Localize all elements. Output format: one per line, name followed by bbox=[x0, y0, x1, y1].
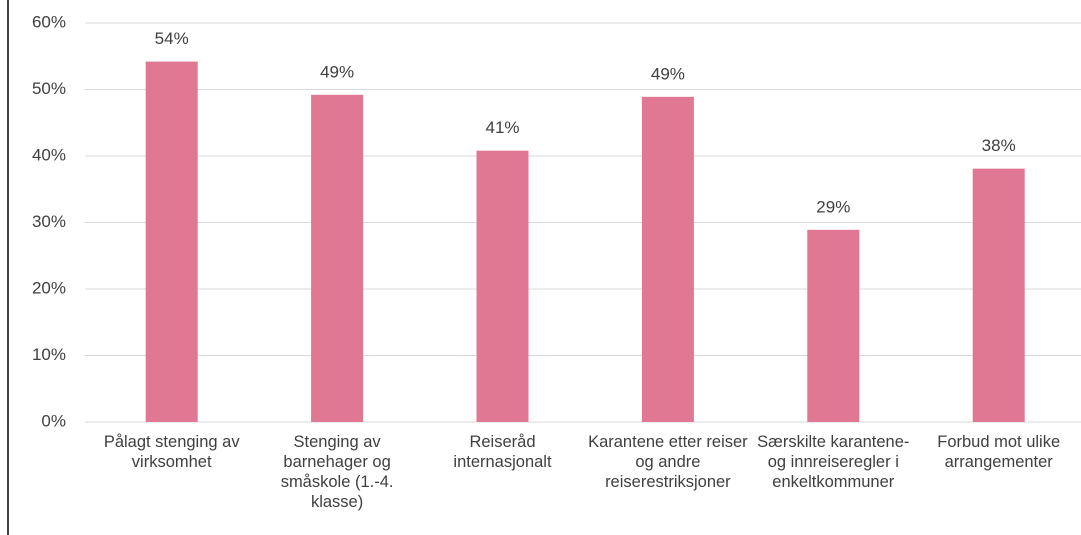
x-tick-label: Særskilte karantene- og innreiseregler i… bbox=[757, 433, 910, 491]
data-label: 38% bbox=[982, 136, 1016, 155]
data-label: 49% bbox=[651, 64, 685, 83]
bar bbox=[641, 96, 694, 422]
x-tick-label: Reiseråd internasjonalt bbox=[453, 433, 552, 471]
x-tick-label: Karantene etter reiser og andre reiseres… bbox=[588, 433, 748, 491]
data-label: 49% bbox=[320, 62, 354, 81]
y-tick-label: 40% bbox=[32, 145, 66, 164]
y-tick-label: 10% bbox=[32, 345, 66, 364]
x-tick-label: Stenging av barnehager og småskole (1.-4… bbox=[280, 433, 394, 511]
bar bbox=[807, 229, 860, 422]
y-tick-label: 60% bbox=[32, 12, 66, 31]
data-label: 54% bbox=[155, 29, 189, 48]
bar bbox=[145, 61, 198, 422]
y-tick-label: 0% bbox=[41, 411, 66, 430]
y-tick-label: 50% bbox=[32, 79, 66, 98]
data-label: 29% bbox=[816, 197, 850, 216]
y-tick-label: 30% bbox=[32, 212, 66, 231]
y-tick-label: 20% bbox=[32, 278, 66, 297]
bar bbox=[476, 150, 529, 422]
x-tick-label: Forbud mot ulike arrangementer bbox=[937, 433, 1061, 471]
bar bbox=[311, 94, 364, 422]
x-tick-label: Pålagt stenging av virksomhet bbox=[103, 433, 240, 471]
bar bbox=[972, 168, 1025, 422]
data-label: 41% bbox=[485, 118, 519, 137]
